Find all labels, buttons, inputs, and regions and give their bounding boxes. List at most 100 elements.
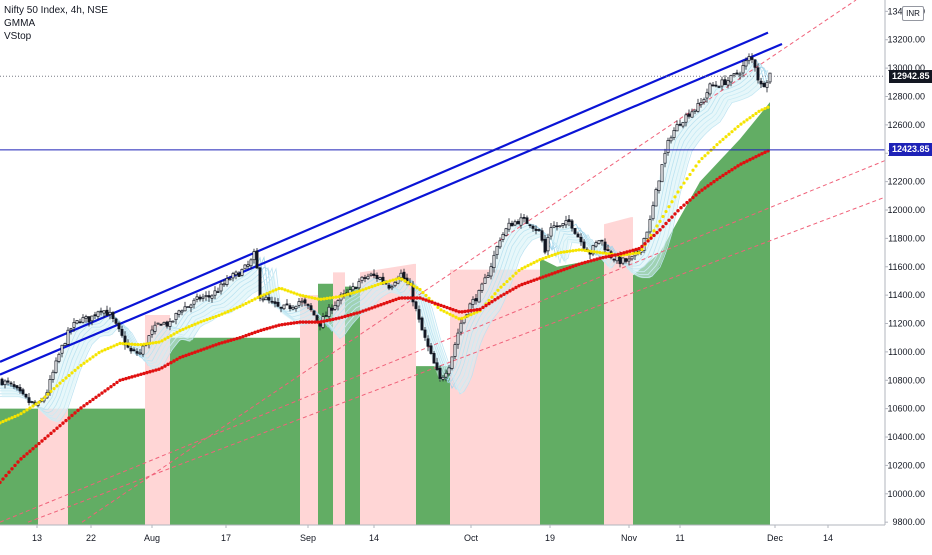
candle-body <box>720 79 724 87</box>
ema-yellow-dot <box>637 251 641 255</box>
ema-yellow-dot <box>208 316 212 321</box>
candle-body <box>612 258 616 261</box>
ema-yellow-dot <box>520 267 524 271</box>
candle-body <box>435 362 439 370</box>
ema-red-dot <box>541 275 545 279</box>
ema-yellow-dot <box>379 281 383 286</box>
ema-red-dot <box>31 446 35 451</box>
ema-yellow-dot <box>127 342 131 346</box>
ema-red-dot <box>496 296 500 300</box>
ema-yellow-dot <box>604 251 608 256</box>
ema-red-dot <box>589 259 593 263</box>
ema-yellow-dot <box>400 277 404 281</box>
ema-red-dot <box>310 320 314 324</box>
candle-body <box>678 123 682 126</box>
x-tick-label: 19 <box>545 533 555 543</box>
ema-red-dot <box>394 297 398 302</box>
ema-yellow-dot <box>703 154 707 158</box>
ema-red-dot <box>460 310 464 314</box>
ema-red-dot <box>67 416 71 420</box>
candle-body <box>135 351 139 354</box>
candle-body <box>756 67 760 81</box>
ema-yellow-dot <box>586 249 590 253</box>
ema-red-dot <box>49 431 53 436</box>
vstop-segment <box>740 102 770 525</box>
indicator-gmma[interactable]: GMMA <box>4 18 36 29</box>
ema-yellow-dot <box>727 132 731 136</box>
ema-red-dot <box>355 311 359 315</box>
ema-red-dot <box>214 343 218 347</box>
y-tick-label: 9800.00 <box>892 517 925 527</box>
ema-red-dot <box>625 250 629 254</box>
ema-yellow-dot <box>685 177 689 181</box>
ema-yellow-dot <box>667 205 671 209</box>
candle-body <box>336 300 340 307</box>
ema-red-dot <box>7 470 11 474</box>
ema-red-dot <box>499 294 503 298</box>
ema-red-dot <box>295 320 299 325</box>
candle-body <box>666 140 670 153</box>
candle-body <box>24 393 28 398</box>
candle-body <box>120 328 124 336</box>
indicator-vstop[interactable]: VStop <box>4 31 32 42</box>
candle-body <box>453 344 457 357</box>
candle-body <box>378 277 382 280</box>
ema-red-dot <box>115 380 119 385</box>
ema-yellow-dot <box>310 296 314 300</box>
ema-yellow-dot <box>511 274 515 278</box>
ema-yellow-dot <box>742 120 746 124</box>
ema-red-dot <box>457 310 461 314</box>
ema-yellow-dot <box>718 140 722 144</box>
ema-red-dot <box>217 342 221 346</box>
candle-body <box>438 368 442 379</box>
ema-yellow-dot <box>46 392 50 396</box>
ema-yellow-dot <box>286 289 290 293</box>
ema-yellow-dot <box>22 410 26 414</box>
ema-red-dot <box>694 193 698 197</box>
ema-red-dot <box>244 333 248 338</box>
candle-body <box>192 299 196 305</box>
candle-body <box>534 228 538 231</box>
last-price-tag: 12942.85 <box>889 69 932 83</box>
ema-red-dot <box>52 429 56 433</box>
ema-yellow-dot <box>457 317 461 321</box>
ema-red-dot <box>418 296 422 300</box>
ema-yellow-dot <box>415 286 419 290</box>
x-tick-label: Aug <box>144 533 160 543</box>
currency-badge[interactable]: INR <box>902 6 924 21</box>
ema-red-dot <box>430 300 434 304</box>
ema-yellow-dot <box>271 289 275 293</box>
candle-body <box>315 315 319 321</box>
x-tick-label: Dec <box>767 533 784 543</box>
ema-red-dot <box>28 449 32 453</box>
candle-body <box>300 300 304 303</box>
candle-body <box>594 242 598 247</box>
candle-body <box>573 228 577 234</box>
ema-yellow-dot <box>589 249 593 253</box>
ema-red-dot <box>553 271 557 275</box>
ema-yellow-dot <box>235 306 239 310</box>
candle-body <box>483 277 487 284</box>
ema-yellow-dot <box>406 281 410 285</box>
candle-body <box>72 322 76 328</box>
candle-body <box>555 225 559 228</box>
ema-red-dot <box>304 320 308 324</box>
ema-yellow-dot <box>349 291 353 296</box>
ema-yellow-dot <box>661 214 665 219</box>
x-tick-label: Nov <box>621 533 638 543</box>
ema-red-dot <box>493 298 497 302</box>
candle-body <box>165 321 169 327</box>
ema-yellow-dot <box>151 341 155 345</box>
ema-yellow-dot <box>259 294 263 298</box>
ema-red-dot <box>382 301 386 306</box>
candle-body <box>549 227 553 237</box>
candle-body <box>591 245 595 255</box>
ema-red-dot <box>727 169 731 174</box>
ema-yellow-dot <box>253 297 257 301</box>
ema-red-dot <box>478 307 482 312</box>
ema-yellow-dot <box>382 281 386 285</box>
ema-yellow-dot <box>625 252 629 257</box>
ema-yellow-dot <box>664 209 668 214</box>
